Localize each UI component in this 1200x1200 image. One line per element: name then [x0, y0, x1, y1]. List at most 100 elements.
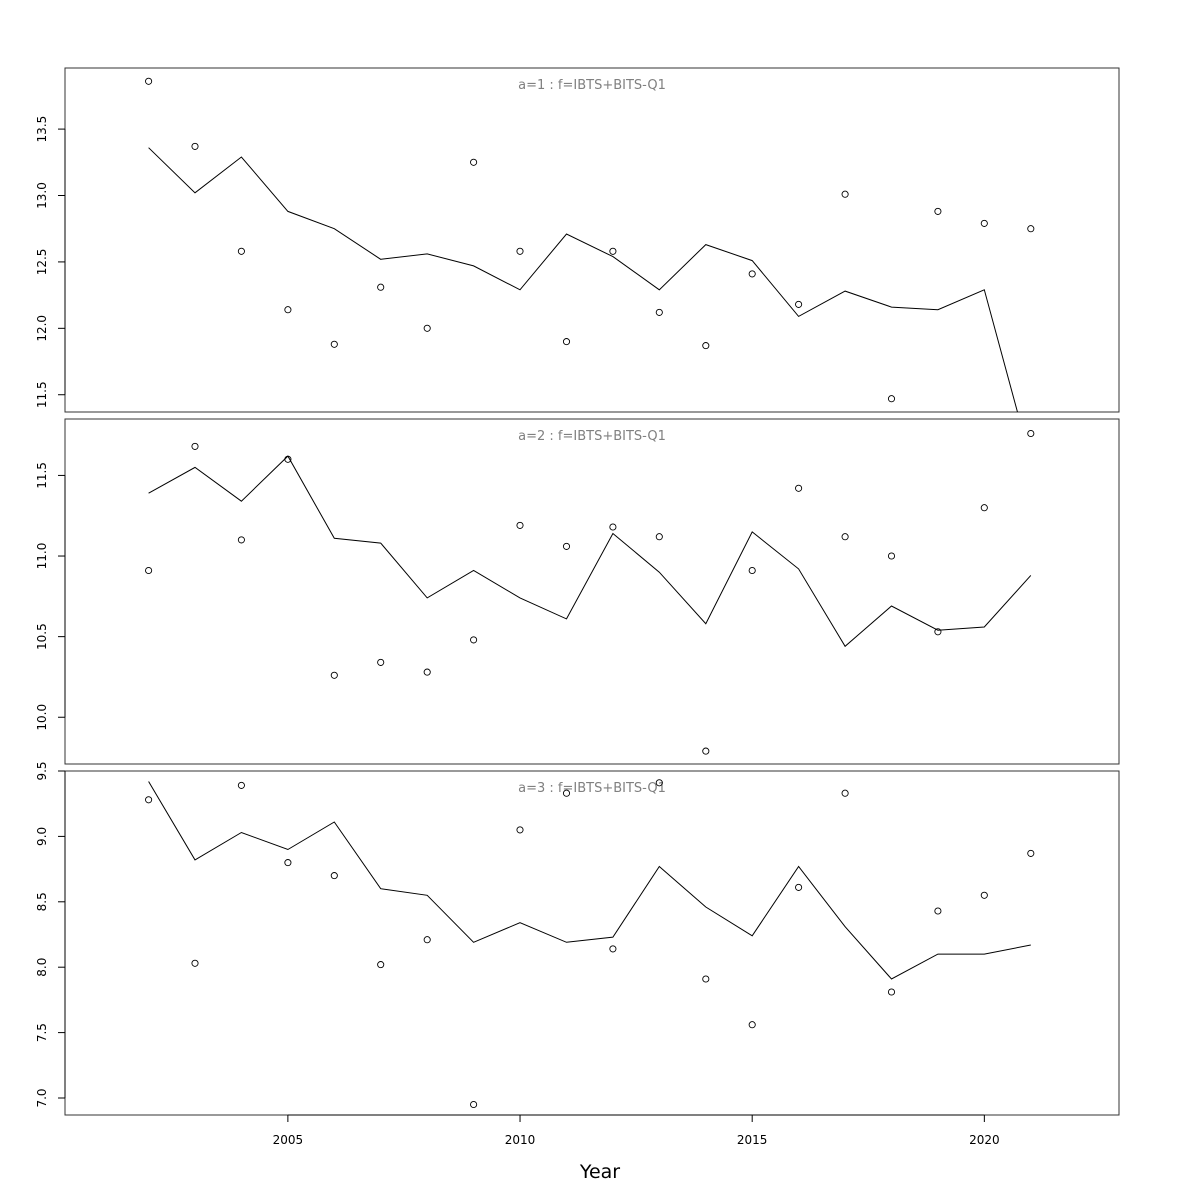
observed-point — [655, 533, 663, 541]
observed-point — [609, 523, 617, 531]
observed-point — [562, 338, 571, 346]
observed-point — [934, 207, 942, 215]
panel-3: a=3 : f=IBTS+BITS-Q1 7.0 7.5 8.0 8.5 9.0 9.5 — [35, 761, 1120, 1116]
observed-point — [470, 158, 478, 166]
observed-point — [609, 945, 617, 953]
observed-point — [841, 533, 849, 541]
y-tick-label: 13.5 — [35, 116, 49, 143]
panel-data — [145, 779, 1035, 1109]
observed-point — [562, 789, 571, 797]
y-tick-label: 10.5 — [35, 623, 49, 650]
y-tick-label: 12.0 — [35, 315, 49, 342]
observed-point — [330, 872, 338, 880]
y-tick-label: 10.0 — [35, 704, 49, 731]
panel-frame — [64, 418, 1120, 765]
observed-point — [841, 190, 849, 198]
observed-point — [191, 959, 199, 967]
y-tick-label: 11.5 — [35, 381, 49, 408]
y-tick-label: 8.0 — [35, 958, 49, 977]
panel-frame — [64, 770, 1120, 1116]
panel-title: a=2 : f=IBTS+BITS-Q1 — [518, 429, 666, 444]
observed-point — [934, 628, 942, 636]
observed-point — [191, 142, 199, 150]
observed-point — [145, 77, 153, 85]
observed-point — [887, 395, 896, 403]
panel-data — [145, 77, 1035, 412]
x-tick-label: 2005 — [273, 1133, 304, 1147]
observed-point — [284, 306, 292, 314]
observed-point — [609, 247, 617, 255]
observed-point — [841, 789, 849, 797]
observed-point — [887, 988, 896, 996]
y-axis: 7.0 7.5 8.0 8.5 9.0 9.5 — [35, 761, 66, 1108]
observed-point — [980, 504, 988, 512]
observed-point — [145, 796, 153, 804]
observed-point — [795, 883, 803, 891]
observed-point — [377, 658, 385, 666]
observed-point — [377, 961, 385, 969]
observed-point — [377, 283, 385, 291]
y-axis: 10.0 10.5 11.0 11.5 — [35, 462, 66, 731]
observed-point — [284, 455, 292, 463]
observed-point — [330, 671, 338, 679]
x-tick-label: 2015 — [737, 1133, 768, 1147]
observed-point — [470, 636, 478, 644]
y-tick-label: 12.5 — [35, 249, 49, 276]
observed-point — [702, 342, 710, 350]
y-tick-label: 7.5 — [35, 1023, 49, 1042]
observed-point — [562, 542, 571, 550]
observed-point — [423, 324, 431, 332]
observed-point — [423, 936, 431, 944]
observed-point — [702, 975, 710, 983]
panel-1: a=1 : f=IBTS+BITS-Q1 11.5 12.0 12.5 13.0 13.5 — [35, 67, 1120, 413]
observed-point — [980, 891, 988, 899]
fitted-line — [148, 781, 1031, 980]
observed-point — [237, 247, 245, 255]
observed-point — [748, 270, 756, 278]
observed-point — [1027, 225, 1035, 233]
panel-data — [145, 429, 1035, 755]
x-axis: 2005 2010 2015 2020 — [273, 1114, 1000, 1147]
y-tick-label: 9.5 — [35, 761, 49, 780]
observed-point — [330, 340, 338, 348]
y-axis: 11.5 12.0 12.5 13.0 13.5 — [35, 116, 66, 408]
observed-point — [191, 442, 199, 450]
observed-point — [934, 907, 942, 915]
observed-point — [887, 552, 896, 560]
observed-point — [980, 219, 988, 227]
observed-point — [237, 781, 245, 789]
panels-layer: a=1 : f=IBTS+BITS-Q1 11.5 12.0 12.5 13.0 13.5… — [35, 67, 1120, 1116]
observed-point — [470, 1100, 478, 1109]
observed-point — [795, 484, 803, 492]
x-tick-label: 2010 — [505, 1133, 536, 1147]
observed-point — [284, 859, 292, 867]
observed-point — [655, 308, 663, 316]
fitted-line — [148, 455, 1032, 648]
observed-point — [655, 779, 663, 787]
panel-title: a=1 : f=IBTS+BITS-Q1 — [518, 78, 666, 93]
observed-point — [423, 668, 431, 676]
observed-point — [145, 566, 153, 575]
y-tick-label: 9.0 — [35, 827, 49, 846]
panel-title: a=3 : f=IBTS+BITS-Q1 — [518, 781, 666, 796]
observed-point — [237, 536, 245, 544]
observed-point — [516, 247, 524, 255]
y-tick-label: 11.5 — [35, 462, 49, 489]
x-axis-title: Year — [579, 1161, 620, 1183]
observed-point — [516, 521, 524, 529]
y-tick-label: 8.5 — [35, 892, 49, 911]
y-tick-label: 7.0 — [35, 1088, 49, 1107]
observed-point — [1027, 429, 1035, 438]
x-tick-label: 2020 — [969, 1133, 1000, 1147]
y-tick-label: 11.0 — [35, 543, 49, 570]
fitted-line — [148, 147, 1018, 412]
observed-point — [1027, 849, 1035, 857]
observed-point — [795, 300, 803, 308]
observed-point — [748, 1021, 756, 1029]
observed-point — [702, 747, 710, 755]
observed-point — [748, 566, 756, 575]
panel-2: a=2 : f=IBTS+BITS-Q1 10.0 10.5 11.0 11.5 — [35, 418, 1120, 765]
observed-point — [516, 826, 524, 834]
